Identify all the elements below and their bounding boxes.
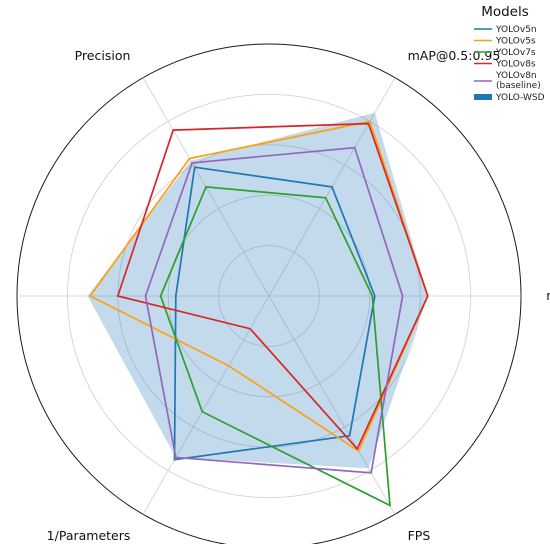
legend-label-yolov5s: YOLOv5s <box>495 37 536 47</box>
series-area-yolo-wsd <box>87 112 428 469</box>
line-layer <box>88 120 429 507</box>
grid-layer <box>16 43 522 544</box>
legend-label-yolov8s: YOLOv8s <box>495 60 536 70</box>
legend-label-yolov7s: YOLOv7s <box>495 48 536 58</box>
legend-label-yolov5n: YOLOv5n <box>495 25 537 35</box>
axis-label-map-0-5: mAP@0.5 <box>546 288 550 303</box>
spoke-line <box>142 295 270 515</box>
legend-label-yolov8n-baseline: YOLOv8n (baseline) <box>495 71 541 91</box>
series-line-yolov5s <box>88 120 429 453</box>
axis-label-map-0-5-0-95: mAP@0.5:0.95 <box>408 48 501 63</box>
axis-label-precision: Precision <box>75 48 131 63</box>
axis-label-fps: FPS <box>408 528 431 543</box>
legend-swatch-yolo-wsd <box>474 94 492 100</box>
series-line-yolov8s <box>116 122 429 451</box>
fill-layer <box>87 112 428 469</box>
axis-label-1-parameters: 1/Parameters <box>47 528 131 543</box>
spoke-line <box>268 295 396 515</box>
legend-title: Models <box>481 4 529 20</box>
series-line-yolov5n <box>173 166 376 461</box>
series-line-yolov8n-baseline <box>144 146 404 474</box>
axis-labels: mAP@0.5mAP@0.5:0.95PrecisionRecall1/Para… <box>47 48 550 543</box>
series-line-yolov7s <box>159 185 391 507</box>
legend-label-yolo-wsd: YOLO-WSD <box>495 93 545 103</box>
